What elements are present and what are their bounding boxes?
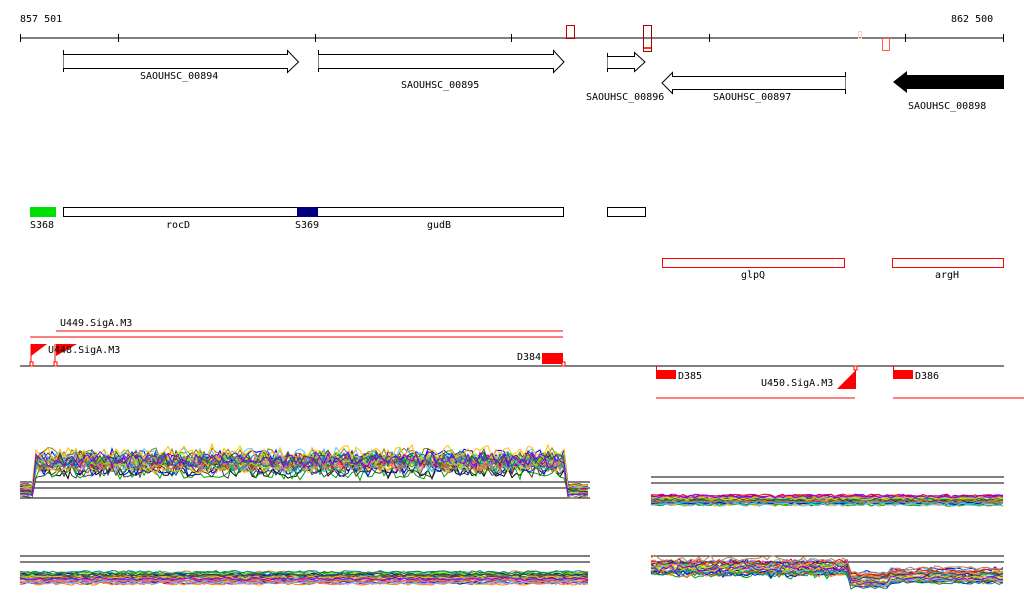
expression-trace bbox=[650, 559, 1004, 581]
gene-arrow-SAOUHSC_00898[interactable] bbox=[893, 71, 1004, 93]
transcript-label: D386 bbox=[915, 371, 940, 382]
feature-track bbox=[30, 207, 1004, 268]
expression-trace bbox=[650, 496, 1004, 501]
expression-trace bbox=[19, 576, 589, 581]
expression-trace bbox=[19, 450, 589, 497]
expression-trace bbox=[650, 564, 1004, 586]
expression-trace bbox=[650, 569, 1004, 590]
gene-label[interactable]: SAOUHSC_00897 bbox=[713, 92, 792, 103]
expression-trace bbox=[19, 581, 589, 586]
expression-trace bbox=[19, 577, 589, 582]
feature-label: glpQ bbox=[741, 270, 766, 281]
expression-trace bbox=[650, 563, 1004, 585]
feature-glpQ bbox=[662, 258, 845, 268]
gene-label[interactable]: SAOUHSC_00898 bbox=[908, 101, 987, 112]
transcript-label: U450.SigA.M3 bbox=[761, 378, 834, 389]
end-coordinate: 862 500 bbox=[951, 14, 994, 25]
gene-arrow-SAOUHSC_00895[interactable] bbox=[318, 49, 565, 74]
feature-label: rocD bbox=[166, 220, 191, 231]
transcript-label: U448.SigA.M3 bbox=[48, 345, 121, 356]
expression-trace bbox=[19, 580, 589, 585]
feature-label: S368 bbox=[30, 220, 55, 231]
gene-label[interactable]: SAOUHSC_00894 bbox=[140, 71, 219, 82]
expression-trace bbox=[650, 494, 1004, 499]
strand-markers bbox=[566, 25, 890, 52]
expression-trace bbox=[19, 572, 589, 577]
expression-trace bbox=[650, 502, 1003, 507]
gene-label[interactable]: SAOUHSC_00896 bbox=[586, 92, 665, 103]
gene-arrow-SAOUHSC_00894[interactable] bbox=[63, 49, 300, 74]
expression-trace bbox=[650, 499, 1004, 504]
feature-label: gudB bbox=[427, 220, 452, 231]
expression-trace bbox=[19, 570, 589, 575]
axis-ticks bbox=[20, 34, 1004, 42]
feature-label: argH bbox=[935, 270, 960, 281]
transcript-label: U449.SigA.M3 bbox=[60, 318, 133, 329]
gene-arrow-SAOUHSC_00897[interactable] bbox=[661, 71, 846, 95]
expression-trace bbox=[19, 450, 589, 490]
feature-S369 bbox=[297, 207, 318, 217]
gene-arrow-SAOUHSC_00896[interactable] bbox=[607, 51, 646, 73]
feature-box bbox=[607, 207, 646, 217]
expression-trace bbox=[650, 559, 1004, 580]
expression-plots bbox=[19, 442, 1004, 590]
start-coordinate: 857 501 bbox=[20, 14, 63, 25]
transcript-label: D385 bbox=[678, 371, 703, 382]
expression-trace bbox=[19, 451, 589, 497]
transcript-label: D384 bbox=[517, 352, 542, 363]
transcript-track bbox=[20, 330, 1024, 399]
gene-label[interactable]: SAOUHSC_00895 bbox=[401, 80, 480, 91]
feature-argH bbox=[892, 258, 1004, 268]
feature-label: S369 bbox=[295, 220, 320, 231]
feature-S368 bbox=[30, 207, 56, 217]
